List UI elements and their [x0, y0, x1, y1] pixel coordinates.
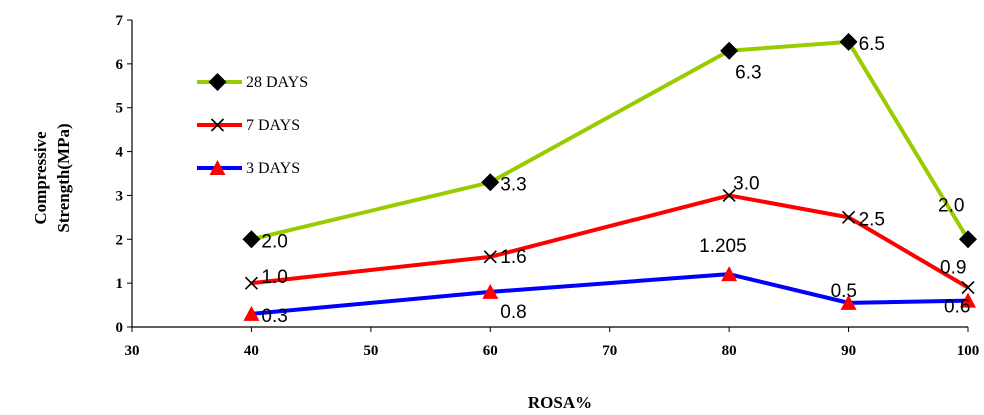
legend-item: 3 DAYS [197, 160, 300, 177]
series-lines [250, 39, 970, 316]
data-point [961, 280, 975, 295]
data-point [960, 292, 976, 308]
data-label: 3.0 [733, 173, 759, 194]
data-point [243, 305, 260, 321]
data-label: 6.5 [859, 34, 885, 55]
y-tick-label: 0 [116, 320, 124, 336]
y-tick-label: 1 [116, 276, 124, 292]
y-axis-title-line-1: Compressive [31, 131, 50, 225]
data-label: 0.6 [944, 297, 970, 318]
data-label: 2.5 [859, 209, 885, 230]
y-axis-title: Compressive Strength(MPa) [31, 123, 73, 232]
y-tick-label: 5 [116, 101, 124, 117]
x-tick-labels: 30 40 50 60 70 80 90 100 [125, 343, 980, 359]
data-point [959, 230, 977, 249]
data-label: 0.8 [500, 302, 526, 323]
data-point [720, 41, 739, 60]
data-point [481, 173, 500, 192]
data-point [721, 266, 738, 282]
data-point [839, 32, 858, 51]
x-tick-label: 30 [125, 343, 140, 359]
y-tick-label: 3 [116, 188, 124, 204]
data-labels: 2.0 3.3 6.3 6.5 2.0 1.0 1.6 3.0 2.5 0.9 0.3 0.8 1.20… [261, 34, 970, 327]
data-point [840, 294, 857, 310]
legend-marker [210, 118, 225, 132]
data-point [842, 210, 856, 224]
x-tick-label: 80 [722, 343, 737, 359]
data-point [483, 250, 497, 264]
data-label: 1.205 [699, 236, 747, 257]
data-point [722, 188, 736, 202]
y-tick-label: 7 [116, 13, 124, 29]
legend-label: 28 DAYS [246, 74, 308, 91]
data-point [482, 283, 499, 299]
data-point [244, 276, 258, 290]
data-label: 0.3 [261, 306, 287, 327]
y-axis-title-line-2: Strength(MPa) [54, 123, 73, 232]
x-tick-label: 100 [957, 343, 980, 359]
x-tick-label: 50 [363, 343, 378, 359]
legend: 28 DAYS 7 DAYS 3 DAYS [197, 73, 308, 177]
data-label: 2.0 [938, 195, 964, 216]
legend-marker [209, 160, 226, 175]
y-tick-label: 6 [116, 57, 124, 73]
series-markers [242, 32, 977, 321]
legend-label: 7 DAYS [246, 117, 300, 134]
data-point [242, 230, 261, 249]
legend-item: 28 DAYS [197, 73, 308, 91]
axes [127, 19, 969, 332]
data-label: 3.3 [500, 174, 526, 195]
data-label: 0.9 [940, 258, 966, 279]
x-axis-title: ROSA% [528, 393, 592, 412]
legend-label: 3 DAYS [246, 160, 300, 177]
y-tick-labels: 0 1 2 3 4 5 6 7 [116, 13, 124, 336]
data-label: 0.5 [831, 281, 857, 302]
data-label: 2.0 [261, 231, 287, 252]
y-tick-label: 4 [116, 145, 124, 161]
x-tick-label: 40 [244, 343, 259, 359]
data-label: 1.0 [261, 267, 287, 288]
x-tick-label: 60 [483, 343, 498, 359]
data-label: 1.6 [500, 247, 526, 268]
legend-item: 7 DAYS [197, 117, 300, 134]
x-tick-label: 70 [602, 343, 617, 359]
y-tick-label: 2 [116, 232, 124, 248]
data-label: 6.3 [735, 63, 761, 84]
series-line [251, 272, 969, 316]
x-tick-label: 90 [841, 343, 856, 359]
legend-marker [208, 73, 227, 91]
